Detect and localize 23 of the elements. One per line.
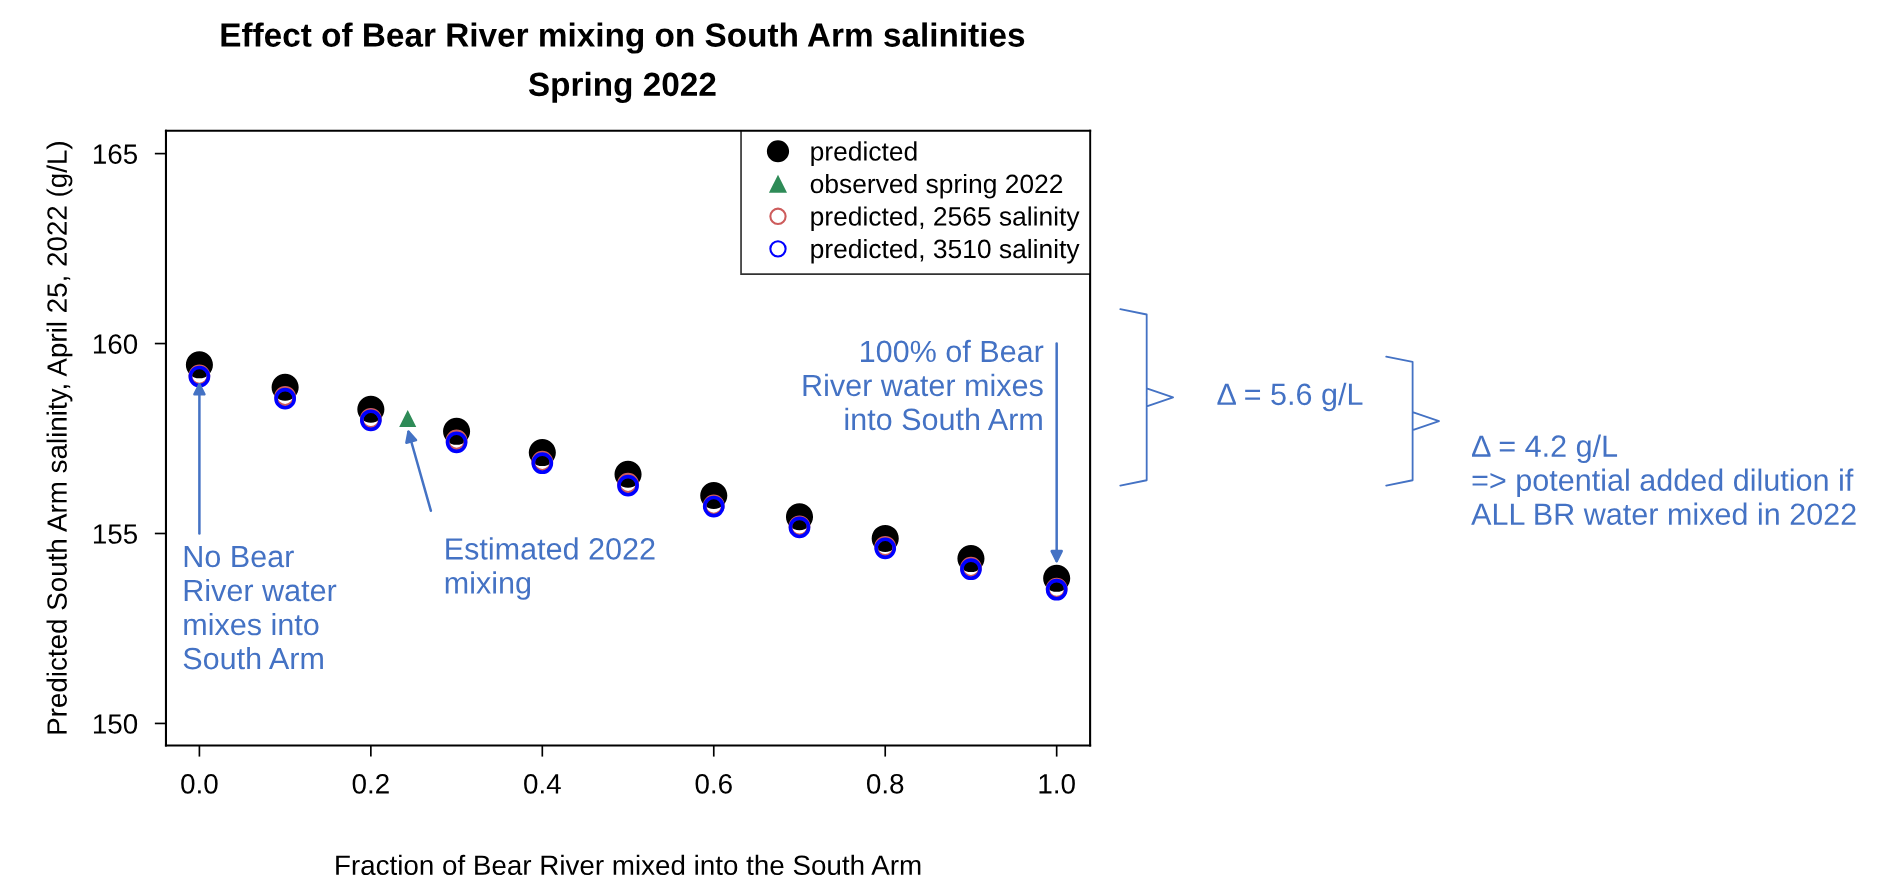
x-tick-label: 0.8 <box>867 773 904 794</box>
x-tick-label: 0.4 <box>524 773 561 794</box>
annotation: No Bear River water mixes into South Arm <box>183 546 337 670</box>
annotation: Estimated 2022 mixing <box>445 537 655 600</box>
y-tick-label: 150 <box>93 714 138 734</box>
x-axis-title: Fraction of Bear River mixed into the South Arm <box>336 854 921 876</box>
x-tick-label: 0.0 <box>181 773 218 794</box>
y-tick-label: 160 <box>93 334 138 354</box>
legend-label: predicted, 3510 salinity <box>811 238 1080 264</box>
legend-label: predicted, 2565 salinity <box>811 206 1080 231</box>
y-tick-label: 155 <box>93 524 138 544</box>
chart-subtitle: Spring 2022 <box>528 71 716 103</box>
y-tick-label: 165 <box>93 144 138 164</box>
x-tick-label: 0.6 <box>695 773 732 794</box>
text: Δ = 4.2 g/L => potential added dilution if ALL BR water mixed in 2022 <box>1471 434 1856 526</box>
x-tick-label: 0.2 <box>352 773 389 794</box>
text: Δ = 5.6 g/L <box>1217 382 1363 412</box>
x-tick-label: 1.0 <box>1039 773 1075 794</box>
legend-label: observed spring 2022 <box>810 173 1063 199</box>
y-axis-title: Predicted South Arm salinity, April 25, 2022 (g/L) <box>46 142 73 734</box>
legend-label: predicted <box>811 141 917 166</box>
annotation: 100% of Bear River water mixes into South Arm <box>803 339 1044 431</box>
chart-title: Effect of Bear River mixing on South Arm salinities <box>221 22 1025 54</box>
